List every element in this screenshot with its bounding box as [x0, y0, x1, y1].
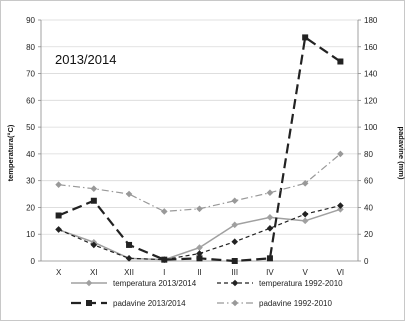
right-tick-label: 100	[364, 123, 378, 132]
data-point	[301, 210, 309, 218]
legend-item: padavine 1992-2010	[217, 299, 333, 308]
x-tick-label: II	[197, 268, 201, 277]
left-tick-label: 60	[26, 96, 35, 105]
data-point	[231, 258, 238, 264]
data-point	[196, 244, 203, 251]
legend-swatch-marker	[86, 300, 92, 306]
right-tick-label: 160	[364, 43, 378, 52]
left-tick-label: 80	[26, 43, 35, 52]
data-point	[160, 208, 168, 215]
x-tick-label: XI	[90, 268, 98, 277]
x-tick-label: V	[302, 268, 308, 277]
series-line	[58, 153, 341, 213]
left-tick-label: 50	[26, 123, 35, 132]
x-tick-label: III	[231, 268, 238, 277]
x-tick-label: VI	[337, 268, 345, 277]
data-point	[125, 255, 133, 262]
data-point	[266, 225, 274, 232]
x-tick-label: XII	[124, 268, 134, 277]
legend-item: temperatura 2013/2014	[71, 279, 197, 288]
left-tick-label: 90	[26, 16, 35, 25]
left-tick-label: 10	[26, 230, 35, 239]
data-point	[55, 212, 62, 219]
legend-swatch-marker	[85, 279, 93, 287]
legend-swatch-marker	[231, 299, 239, 307]
series-line	[58, 36, 342, 263]
series-temperatura-1992-2010	[55, 202, 344, 263]
left-tick-label: 20	[26, 203, 35, 212]
data-point	[161, 256, 168, 263]
right-tick-label: 40	[364, 203, 373, 212]
data-point	[337, 58, 344, 65]
right-tick-label: 20	[364, 230, 373, 239]
data-point	[90, 185, 98, 192]
x-tick-label: I	[163, 268, 165, 277]
legend-label: padavine 1992-2010	[259, 299, 333, 308]
data-point	[266, 255, 273, 262]
left-tick-label: 70	[26, 70, 35, 79]
data-point	[196, 205, 203, 213]
legend-item: padavine 2013/2014	[71, 299, 186, 308]
data-point	[337, 202, 344, 209]
data-point	[266, 189, 274, 197]
data-point	[126, 241, 133, 248]
series-layer	[55, 34, 344, 264]
data-point	[231, 221, 239, 229]
series-padavine-1992-2010	[55, 150, 344, 215]
data-point	[125, 190, 133, 198]
right-axis-ticks: 0 20 40 60 80 100 120 140 160 180	[358, 16, 378, 266]
gridlines	[41, 19, 358, 235]
data-point	[301, 217, 309, 225]
right-tick-label: 140	[364, 70, 378, 79]
legend: temperatura 2013/2014 temperatura 1992-20…	[71, 279, 343, 308]
left-tick-label: 40	[26, 150, 35, 159]
data-point	[337, 150, 344, 158]
left-axis-title: temperatura(°C)	[6, 124, 15, 181]
data-point	[55, 226, 62, 233]
data-point	[231, 197, 239, 205]
legend-label: padavine 2013/2014	[113, 299, 186, 308]
legend-label: temperatura 1992-2010	[259, 279, 343, 288]
legend-label: temperatura 2013/2014	[113, 279, 197, 288]
left-axis-ticks: 0 10 20 30 40 50 60 70 80 90	[26, 16, 41, 266]
x-tick-label: IV	[266, 268, 274, 277]
data-point	[337, 206, 344, 213]
data-point	[231, 238, 239, 246]
inset-label: 2013/2014	[55, 52, 116, 67]
data-point	[301, 180, 309, 187]
data-point	[90, 241, 98, 249]
data-point	[196, 255, 203, 262]
data-point	[266, 214, 274, 221]
right-axis-title: padavine (mm)	[397, 127, 406, 180]
legend-item: temperatura 1992-2010	[217, 279, 343, 288]
right-tick-label: 60	[364, 177, 373, 186]
x-tick-label: X	[56, 268, 62, 277]
data-point	[196, 250, 203, 257]
data-point	[55, 181, 62, 188]
right-tick-label: 120	[364, 96, 378, 105]
legend-swatch-marker	[231, 279, 239, 287]
data-point	[302, 34, 309, 41]
left-tick-label: 30	[26, 177, 35, 186]
right-tick-label: 80	[364, 150, 373, 159]
right-tick-label: 0	[364, 257, 369, 266]
x-axis-ticks: X XI XII I II III IV V VI	[56, 268, 344, 277]
series-padavine-2013-2014	[55, 34, 344, 264]
data-point	[90, 197, 97, 204]
right-tick-label: 180	[364, 16, 378, 25]
left-tick-label: 0	[31, 257, 36, 266]
